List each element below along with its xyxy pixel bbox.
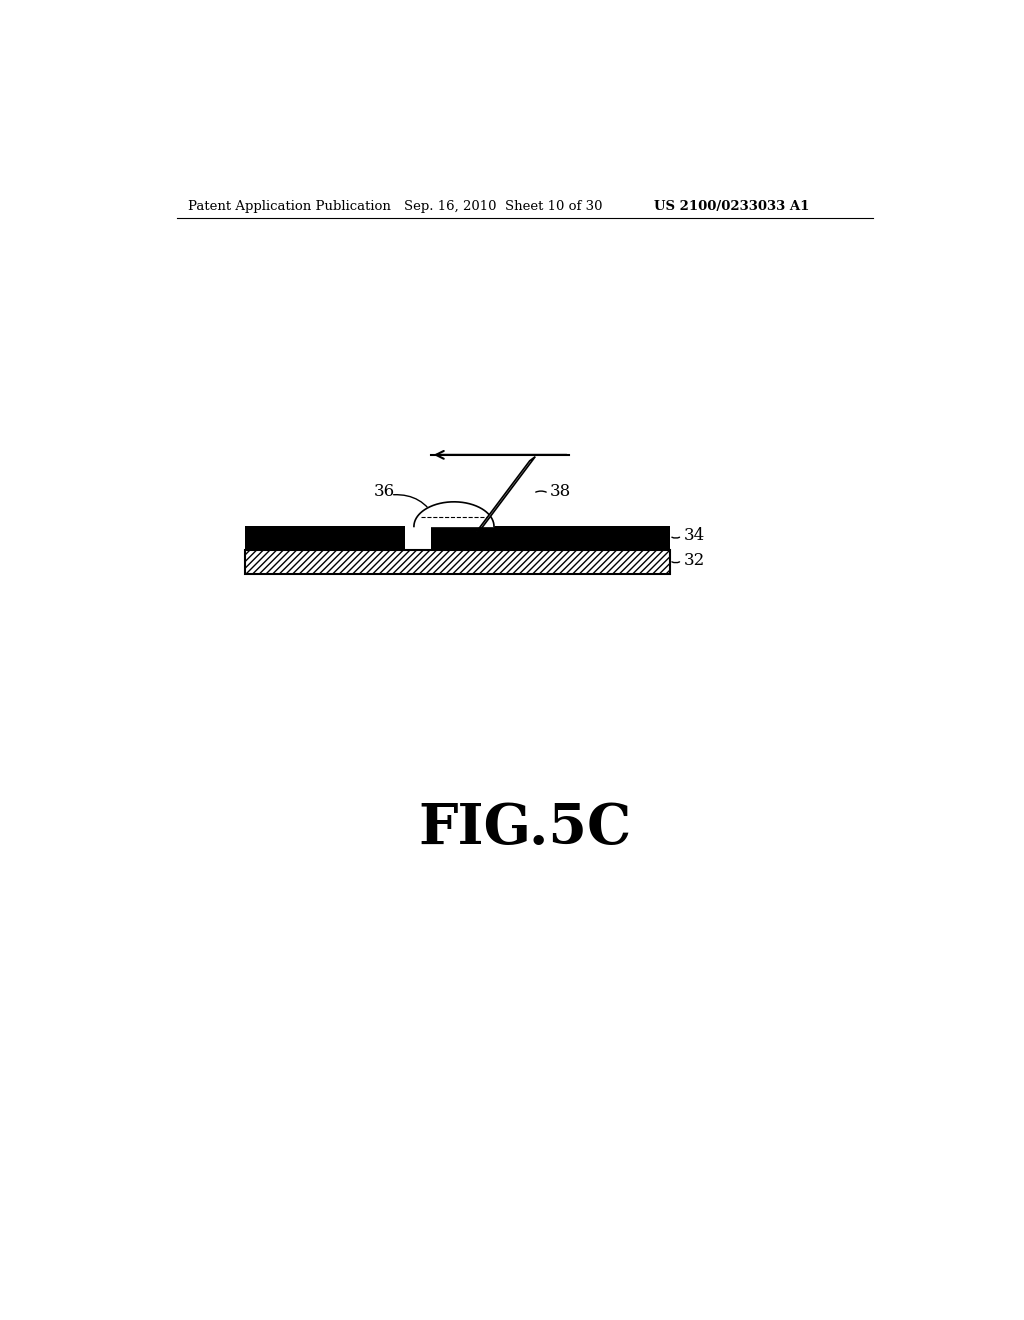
Text: 34: 34 xyxy=(683,527,705,544)
Text: Sep. 16, 2010  Sheet 10 of 30: Sep. 16, 2010 Sheet 10 of 30 xyxy=(403,199,602,213)
Text: 36: 36 xyxy=(374,483,395,499)
Text: 32: 32 xyxy=(683,552,705,569)
Text: Patent Application Publication: Patent Application Publication xyxy=(188,199,391,213)
Text: FIG.5C: FIG.5C xyxy=(418,801,632,855)
Text: US 2100/0233033 A1: US 2100/0233033 A1 xyxy=(654,199,810,213)
Polygon shape xyxy=(476,457,536,532)
Polygon shape xyxy=(414,502,494,527)
Text: 38: 38 xyxy=(550,483,571,499)
Bar xyxy=(245,549,670,574)
Bar xyxy=(245,527,404,549)
Bar xyxy=(431,527,670,549)
Bar xyxy=(245,549,670,574)
